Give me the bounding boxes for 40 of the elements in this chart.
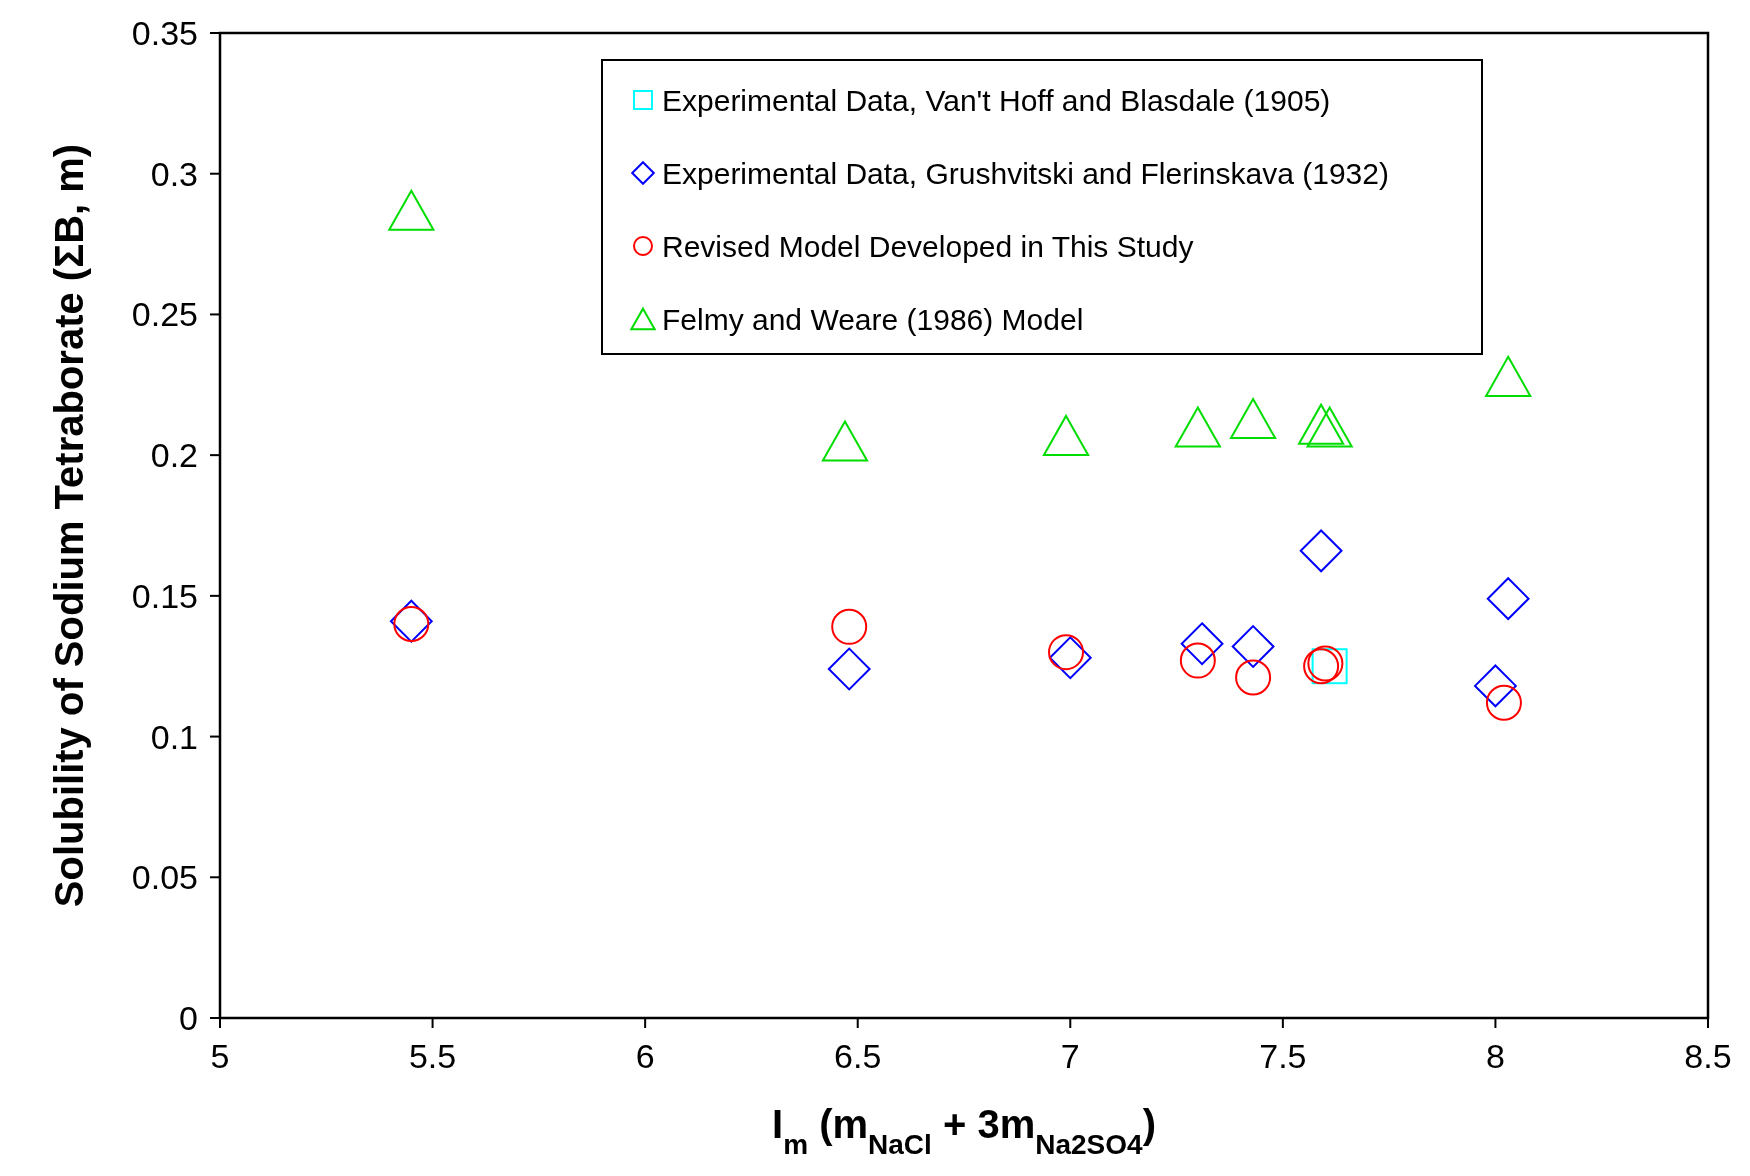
legend-label: Revised Model Developed in This Study xyxy=(662,230,1194,263)
point xyxy=(1235,659,1272,696)
x-tick-label: 5.5 xyxy=(408,1037,457,1075)
point xyxy=(1298,403,1345,445)
point xyxy=(1474,664,1517,708)
point xyxy=(1048,636,1092,680)
legend-label: Felmy and Weare (1986) Model xyxy=(662,303,1084,336)
x-tick-label: 8 xyxy=(1485,1037,1505,1075)
point xyxy=(821,420,869,462)
point xyxy=(1486,577,1530,621)
x-tick-label: 7 xyxy=(1060,1037,1080,1075)
point xyxy=(1485,355,1532,397)
x-tick-label: 7.5 xyxy=(1259,1037,1307,1075)
point xyxy=(388,189,435,231)
y-tick-label: 0.2 xyxy=(150,436,198,475)
point xyxy=(827,647,871,691)
x-tick-label: 6.5 xyxy=(834,1037,882,1075)
point xyxy=(1299,529,1343,573)
point xyxy=(1174,406,1221,448)
point xyxy=(1231,625,1275,668)
point xyxy=(831,608,868,645)
point xyxy=(1230,398,1277,440)
legend-label: Experimental Data, Grushvitski and Flerinskava (1932) xyxy=(662,157,1389,190)
x-tick-label: 5 xyxy=(210,1037,230,1075)
legend-label: Experimental Data, Van't Hoff and Blasdale (1905) xyxy=(662,84,1331,117)
y-tick-label: 0.25 xyxy=(131,295,198,334)
y-tick-label: 0.15 xyxy=(131,576,198,615)
y-tick-label: 0.1 xyxy=(150,717,198,756)
x-tick-label: 6 xyxy=(635,1037,655,1075)
point xyxy=(1180,622,1224,666)
y-axis-title: Solubility of Sodium Tetraborate (ΣB, m) xyxy=(47,143,91,908)
y-tick-label: 0 xyxy=(179,999,198,1037)
x-tick-label: 8.5 xyxy=(1684,1037,1732,1075)
y-tick-label: 0.35 xyxy=(131,14,198,52)
x-axis-title: I$_{m}$ (m$_{NaCl}$ + 3m$_{Na2SO4}$) xyxy=(772,1102,1156,1160)
point xyxy=(1042,414,1090,456)
y-tick-label: 0.05 xyxy=(131,858,198,897)
point xyxy=(1306,406,1353,448)
y-tick-label: 0.3 xyxy=(150,154,198,193)
point xyxy=(389,599,433,643)
